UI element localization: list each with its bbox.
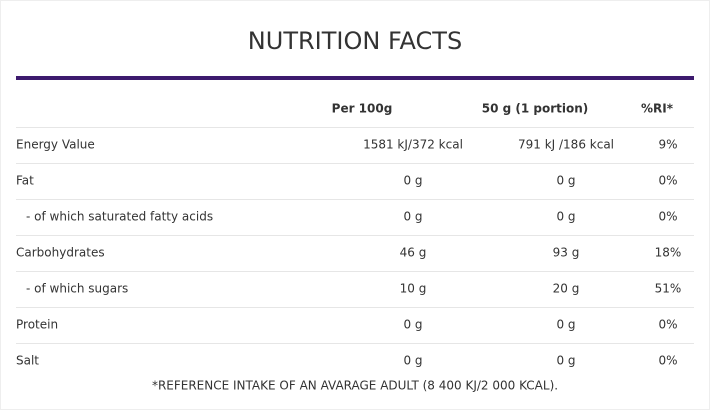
column-header: %RI*	[641, 102, 674, 116]
row-label: - of which sugars	[26, 282, 128, 296]
cell-value: 93 g	[553, 246, 580, 260]
cell-value: 0 g	[403, 318, 422, 332]
footnote: *REFERENCE INTAKE OF AN AVARAGE ADULT (8…	[152, 379, 558, 393]
title: NUTRITION FACTS	[248, 27, 462, 55]
cell-value: 0 g	[556, 318, 575, 332]
cell-value: 0%	[658, 174, 677, 188]
cell-value: 791 kJ /186 kcal	[518, 138, 614, 152]
cell-value: 0 g	[556, 174, 575, 188]
row-label: Fat	[16, 174, 34, 188]
row-label: - of which saturated fatty acids	[26, 210, 213, 224]
cell-value: 0%	[658, 318, 677, 332]
cell-value: 46 g	[400, 246, 427, 260]
row-label: Salt	[16, 354, 39, 368]
title-rule	[16, 76, 694, 80]
cell-value: 0 g	[403, 354, 422, 368]
cell-value: 20 g	[553, 282, 580, 296]
column-header: 50 g (1 portion)	[482, 102, 589, 116]
cell-value: 0%	[658, 210, 677, 224]
cell-value: 0 g	[403, 210, 422, 224]
row-label: Carbohydrates	[16, 246, 105, 260]
cell-value: 1581 kJ/372 kcal	[363, 138, 463, 152]
cell-value: 0 g	[556, 210, 575, 224]
cell-value: 18%	[655, 246, 682, 260]
cell-value: 51%	[655, 282, 682, 296]
cell-value: 0 g	[403, 174, 422, 188]
column-header: Per 100g	[332, 102, 393, 116]
row-label: Protein	[16, 318, 58, 332]
cell-value: 9%	[658, 138, 677, 152]
cell-value: 0%	[658, 354, 677, 368]
cell-value: 0 g	[556, 354, 575, 368]
row-label: Energy Value	[16, 138, 95, 152]
cell-value: 10 g	[400, 282, 427, 296]
